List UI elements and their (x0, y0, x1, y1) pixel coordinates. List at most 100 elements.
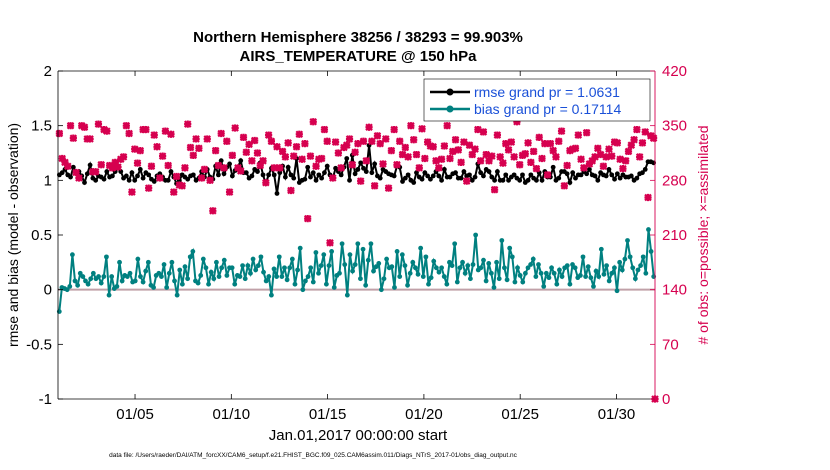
bias-point (551, 270, 557, 276)
bias-point (583, 274, 589, 279)
y-tick-label-right: 70 (662, 336, 679, 353)
obs-count-point (454, 146, 463, 154)
rmse-point (338, 172, 344, 178)
rmse-point (227, 161, 232, 167)
bias-point (373, 264, 379, 270)
obs-count-point (521, 150, 530, 158)
rmse-point (453, 170, 458, 176)
obs-count-point (351, 148, 359, 156)
obs-count-point (384, 184, 393, 192)
obs-count-point (596, 150, 605, 159)
bias-point (350, 268, 355, 274)
obs-count-point (270, 164, 278, 172)
obs-count-point (443, 121, 451, 130)
obs-count-point (273, 142, 281, 151)
bias-point (289, 256, 295, 262)
bias-point (174, 292, 180, 298)
obs-count-point (214, 161, 223, 170)
obs-count-point (239, 133, 248, 142)
bias-point (486, 261, 492, 266)
bias-point (541, 283, 547, 289)
bias-point (436, 269, 442, 275)
obs-count-point (513, 117, 521, 126)
obs-count-point (395, 137, 404, 146)
obs-count-point (588, 157, 597, 165)
rmse-point (614, 171, 620, 177)
rmse-point (93, 177, 99, 183)
bias-point (344, 292, 350, 298)
bias-point (177, 267, 183, 273)
bias-point (462, 270, 468, 276)
obs-count-point (529, 147, 538, 156)
bias-point (185, 276, 191, 282)
obs-count-point (209, 207, 217, 215)
chart-title-line2: AIRS_TEMPERATURE @ 150 hPa (240, 48, 478, 65)
rmse-point (439, 177, 444, 183)
rmse-point (216, 172, 221, 178)
rmse-point (185, 176, 191, 182)
rmse-point (430, 173, 436, 179)
obs-count-point (245, 140, 253, 149)
obs-count-point (295, 130, 304, 139)
rmse-point (313, 177, 319, 183)
obs-count-point (624, 147, 633, 156)
obs-count-point (103, 127, 111, 135)
bias-point (389, 264, 395, 270)
bias-point (447, 259, 452, 265)
bias-point (619, 267, 625, 273)
bias-point (441, 274, 447, 279)
obs-count-point (206, 176, 214, 185)
rmse-point (302, 176, 308, 182)
bias-point (549, 265, 554, 271)
x-tick-label: 01/20 (405, 406, 443, 423)
rmse-point (528, 172, 534, 178)
obs-count-point (200, 165, 209, 174)
obs-count-point (250, 136, 259, 145)
rmse-point (132, 177, 138, 183)
bias-point (300, 287, 306, 293)
obs-count-point (535, 133, 544, 142)
bias-point (546, 275, 552, 281)
bias-point (426, 281, 431, 287)
obs-count-point (345, 135, 354, 143)
obs-count-point (476, 157, 485, 165)
bias-point (318, 263, 324, 269)
rmse-point (238, 158, 244, 164)
obs-count-point (276, 164, 284, 172)
bias-point (305, 274, 311, 279)
obs-count-point (278, 147, 287, 156)
rmse-point (520, 172, 525, 178)
bias-point (614, 288, 620, 294)
obs-count-point (354, 139, 362, 148)
bias-point (609, 270, 615, 276)
bias-point (554, 281, 560, 287)
obs-count-point (312, 162, 320, 171)
rmse-point (411, 180, 417, 185)
bias-point (132, 278, 138, 284)
bias-point (525, 265, 531, 271)
obs-count-point (418, 125, 426, 133)
obs-count-point (552, 153, 560, 161)
bias-point (543, 270, 549, 276)
obs-count-point (309, 117, 318, 126)
obs-count-point (284, 139, 292, 147)
bias-point (585, 264, 591, 270)
obs-count-point (94, 120, 103, 128)
rmse-point (578, 172, 584, 178)
rmse-point (372, 161, 378, 167)
obs-count-point (86, 135, 94, 143)
obs-count-point (323, 137, 331, 146)
obs-count-point (281, 153, 290, 161)
rmse-point (612, 176, 617, 182)
rmse-point (324, 163, 330, 169)
bias-point (263, 278, 269, 284)
bias-point (242, 276, 248, 282)
obs-count-point (262, 178, 270, 187)
bias-point (195, 280, 201, 286)
bias-point (106, 292, 112, 298)
chart-title-line1: Northern Hemisphere 38256 / 38293 = 99.9… (193, 29, 523, 46)
obs-count-point (183, 120, 192, 128)
bias-point (617, 259, 623, 265)
bias-point (483, 278, 489, 284)
bias-point (232, 281, 238, 287)
